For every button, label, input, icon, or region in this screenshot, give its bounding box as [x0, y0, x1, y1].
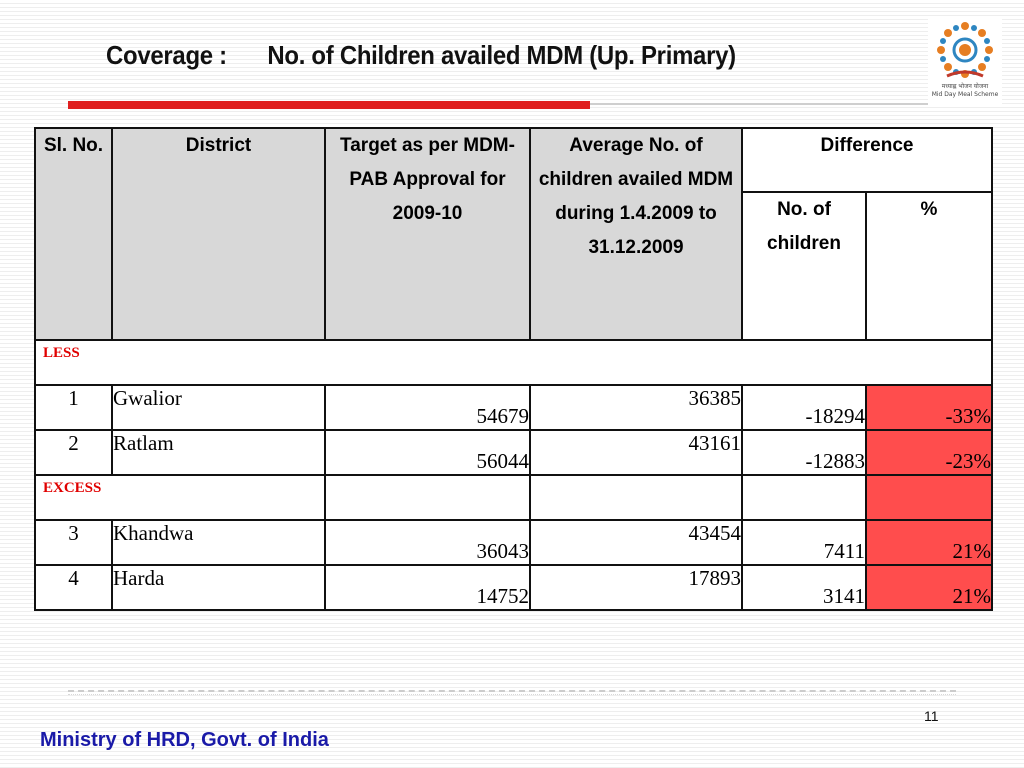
- title-main: No. of Children availed MDM (Up. Primary…: [267, 40, 736, 70]
- footer-ministry: Ministry of HRD, Govt. of India: [40, 729, 329, 751]
- slide-title: Coverage : No. of Children availed MDM (U…: [106, 40, 736, 71]
- empty-cell: [529, 474, 743, 521]
- cell-sl: 4: [34, 564, 113, 611]
- cell-district: Khandwa: [111, 519, 326, 566]
- cell-diff-percent: -23%: [864, 429, 994, 476]
- col-header-sl-no: Sl. No.: [34, 127, 113, 341]
- cell-average: 43454: [529, 519, 743, 566]
- cell-diff-percent: 21%: [864, 519, 994, 566]
- footer-divider-secondary: [68, 694, 956, 695]
- page-number: 11: [924, 708, 939, 724]
- cell-district: Gwalior: [111, 384, 326, 431]
- cell-district: Ratlam: [111, 429, 326, 476]
- section-label-less: LESS: [33, 339, 994, 386]
- mdm-logo-icon: [937, 22, 993, 78]
- logo-text-english: Mid Day Meal Scheme: [931, 91, 999, 98]
- col-header-difference: Difference: [740, 127, 994, 193]
- section-row-excess: EXCESS: [34, 474, 994, 521]
- empty-cell: [324, 474, 531, 521]
- table-row: 3 Khandwa 36043 43454 7411 21%: [34, 519, 994, 566]
- col-header-average: Average No. of children availed MDM duri…: [529, 127, 743, 341]
- title-underline-grey: [590, 103, 930, 105]
- col-header-diff-children: No. of children: [741, 191, 867, 341]
- cell-average: 17893: [529, 564, 743, 611]
- cell-average: 36385: [529, 384, 743, 431]
- empty-highlight-cell: [864, 474, 994, 521]
- cell-sl: 2: [34, 429, 113, 476]
- col-header-diff-percent: %: [864, 191, 994, 341]
- cell-average: 43161: [529, 429, 743, 476]
- cell-target: 14752: [324, 564, 531, 611]
- section-row-less: LESS: [33, 339, 994, 386]
- cell-sl: 1: [34, 384, 113, 431]
- mdm-logo: मध्याह्न भोजन योजना Mid Day Meal Scheme: [928, 16, 1002, 106]
- cell-target: 54679: [324, 384, 531, 431]
- cell-diff-children: 7411: [741, 519, 867, 566]
- cell-target: 56044: [324, 429, 531, 476]
- cell-diff-percent: -33%: [864, 384, 994, 431]
- logo-text-hindi: मध्याह्न भोजन योजना: [941, 83, 989, 90]
- cell-sl: 3: [34, 519, 113, 566]
- title-underline-red: [68, 101, 590, 109]
- cell-diff-children: 3141: [741, 564, 867, 611]
- cell-target: 36043: [324, 519, 531, 566]
- section-label-excess: EXCESS: [34, 474, 326, 521]
- title-prefix: Coverage :: [106, 40, 227, 70]
- footer-divider: [68, 690, 956, 692]
- table-row: 2 Ratlam 56044 43161 -12883 -23%: [34, 429, 994, 476]
- table-row: 4 Harda 14752 17893 3141 21%: [34, 564, 994, 611]
- cell-district: Harda: [111, 564, 326, 611]
- cell-diff-children: -12883: [741, 429, 867, 476]
- cell-diff-percent: 21%: [864, 564, 994, 611]
- cell-diff-children: -18294: [741, 384, 867, 431]
- coverage-table: Sl. No. District Target as per MDM-PAB A…: [33, 127, 994, 611]
- col-header-district: District: [111, 127, 326, 341]
- col-header-target: Target as per MDM-PAB Approval for 2009-…: [324, 127, 531, 341]
- empty-cell: [741, 474, 867, 521]
- table-row: 1 Gwalior 54679 36385 -18294 -33%: [34, 384, 994, 431]
